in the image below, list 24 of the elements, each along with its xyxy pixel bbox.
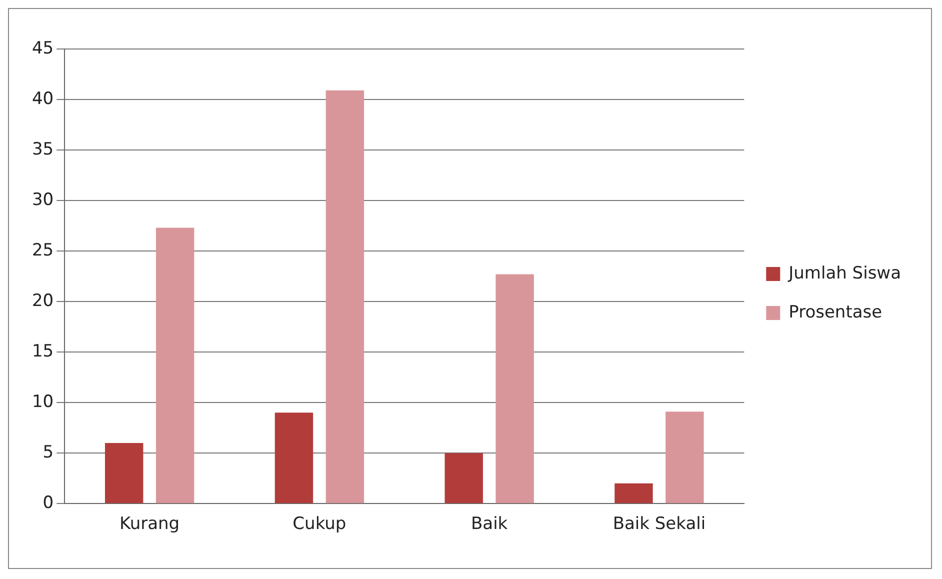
y-tick-label: 45: [32, 38, 54, 58]
bar: [104, 442, 144, 504]
bar: [496, 274, 534, 504]
y-tick-label: 35: [32, 139, 54, 160]
bar: [274, 412, 314, 504]
bar: [444, 453, 483, 504]
legend-label: Jumlah Siswa: [788, 263, 901, 284]
x-tick-label: Cukup: [292, 514, 346, 534]
bar: [666, 412, 704, 504]
bar: [614, 483, 653, 504]
legend-label: Prosentase: [788, 302, 882, 322]
bar: [156, 228, 194, 504]
bar: [326, 90, 364, 504]
y-tick-label: 20: [32, 290, 54, 311]
y-tick-label: 0: [42, 493, 54, 514]
y-tick-label: 40: [32, 88, 54, 109]
x-tick-label: Kurang: [120, 514, 180, 534]
x-tick-label: Baik Sekali: [612, 514, 706, 534]
y-tick-label: 10: [32, 392, 54, 412]
y-tick-label: 15: [32, 341, 54, 362]
x-tick-label: Baik: [470, 514, 508, 534]
y-tick-label: 5: [42, 442, 54, 463]
y-tick-label: 30: [32, 190, 54, 210]
y-tick-label: 25: [32, 240, 54, 260]
